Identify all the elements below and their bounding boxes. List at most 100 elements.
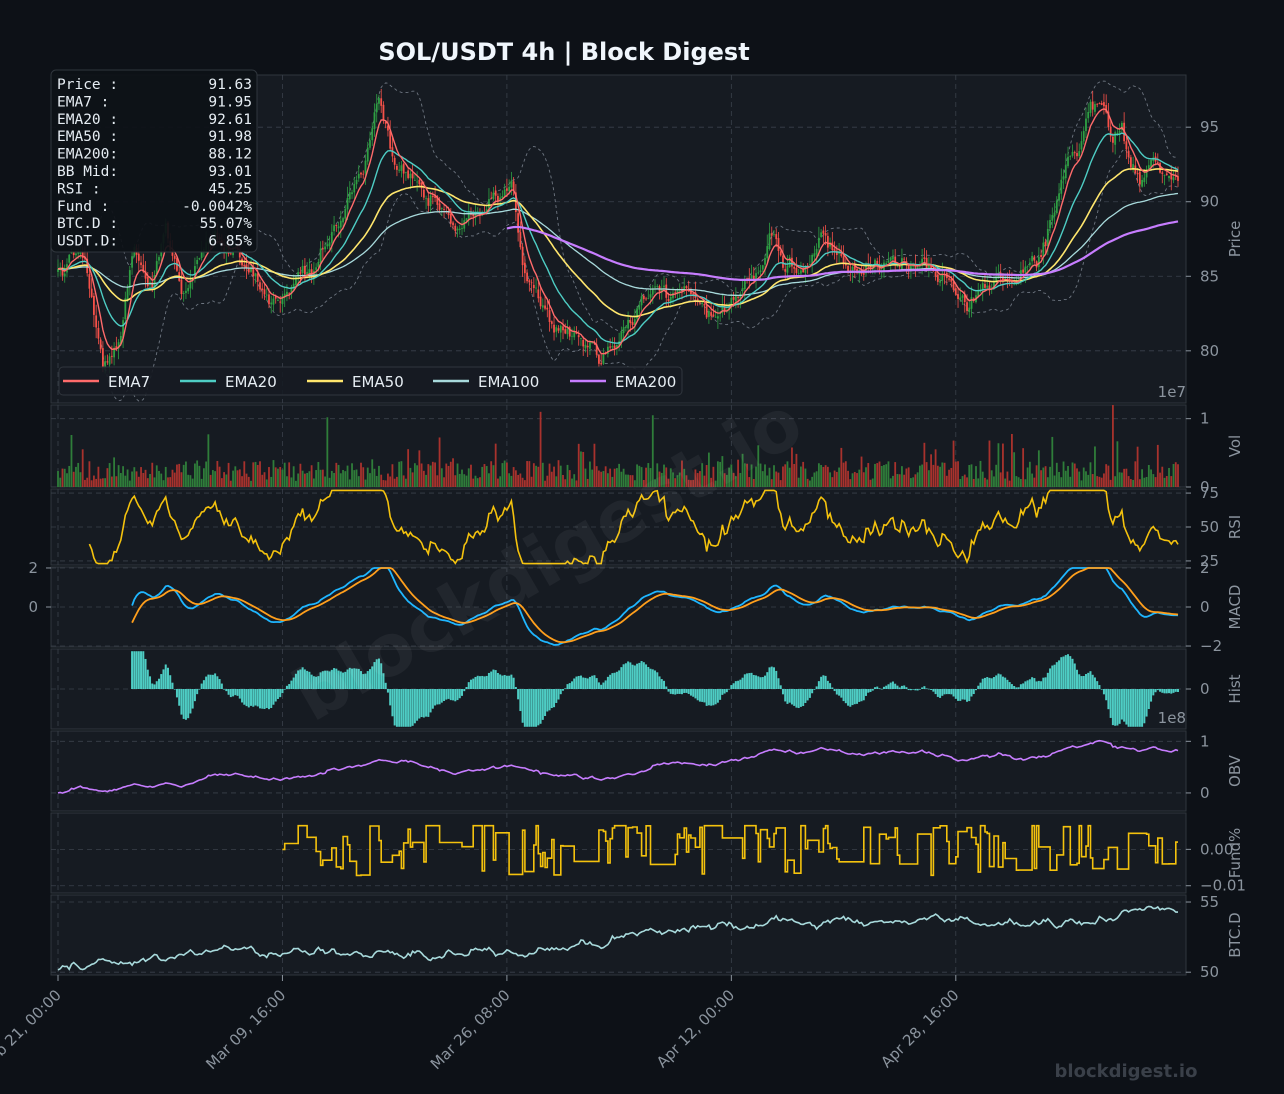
candle-body-262 (645, 298, 647, 300)
hist-bar-139 (368, 669, 371, 689)
candle-body-203 (512, 181, 515, 191)
candle-body-267 (656, 285, 659, 287)
info-value-4: 88.12 (208, 147, 252, 163)
candle-body-101 (283, 293, 286, 298)
hist-bar-151 (395, 689, 398, 727)
volume-bar-264 (649, 468, 652, 487)
panel-btcd-ytick-label-1: 55 (1200, 893, 1219, 911)
candle-body-291 (710, 312, 713, 316)
hist-bar-158 (411, 689, 414, 726)
volume-bar-251 (620, 471, 623, 487)
candle-body-481 (1136, 173, 1139, 175)
hist-bar-377 (903, 685, 906, 689)
candle-body-211 (530, 282, 533, 284)
panel-obv-frame (50, 730, 1187, 812)
hist-bar-232 (577, 675, 580, 689)
volume-bar-156 (407, 449, 410, 487)
candle-body-403 (961, 295, 964, 298)
candle-body-351 (844, 263, 847, 266)
candle-body-30 (124, 298, 127, 320)
info-label-7: Fund : (57, 199, 109, 215)
hist-bar-157 (409, 689, 412, 727)
candle-body-238 (591, 342, 594, 344)
candle-body-406 (968, 307, 971, 313)
hist-bar-378 (905, 687, 908, 689)
volume-bar-352 (847, 470, 849, 487)
hist-bar-164 (425, 689, 428, 717)
candle-body-143 (378, 98, 380, 104)
hist-bar-456 (1080, 676, 1083, 689)
candle-body-219 (548, 310, 551, 322)
panel-macd-ytick-label-2: 2 (1200, 559, 1210, 577)
candle-body-343 (826, 236, 829, 248)
hist-bar-204 (514, 686, 517, 689)
volume-bar-469 (1109, 479, 1112, 487)
volume-bar-134 (357, 476, 360, 487)
volume-bar-291 (710, 477, 713, 487)
volume-bar-115 (315, 470, 318, 487)
hist-bar-307 (746, 673, 749, 689)
candle-body-210 (528, 280, 531, 283)
hist-bar-208 (523, 689, 526, 727)
volume-bar-380 (910, 478, 912, 487)
volume-bar-52 (173, 472, 176, 487)
volume-bar-255 (629, 475, 632, 487)
volume-bar-364 (874, 463, 876, 487)
volume-bar-275 (674, 478, 677, 487)
volume-bar-489 (1154, 477, 1157, 487)
hist-bar-463 (1096, 681, 1099, 689)
candle-body-163 (422, 189, 425, 198)
panels-layer: 80 85 90 95 Price EMA7 EMA20 EMA50 EMA100 EMA200 P… (0, 69, 1246, 1073)
volume-bar-334 (806, 478, 809, 487)
hist-bar-465 (1100, 689, 1103, 690)
candle-body-336 (811, 254, 814, 266)
volume-bar-320 (775, 471, 778, 487)
volume-bar-323 (782, 466, 784, 487)
volume-bar-32 (128, 480, 131, 487)
candle-body-309 (750, 275, 753, 279)
candle-body-182 (465, 218, 468, 221)
volume-bar-193 (490, 461, 493, 487)
candle-body-439 (1042, 242, 1045, 257)
panel-price: 80 85 90 95 Price EMA7 EMA20 EMA50 EMA100 EMA200 P… (50, 69, 1244, 404)
volume-bar-425 (1011, 433, 1013, 487)
hist-bar-211 (530, 689, 533, 727)
candle-body-183 (467, 212, 470, 220)
hist-bar-362 (869, 689, 872, 692)
volume-bar-406 (968, 465, 971, 487)
candle-body-167 (431, 195, 434, 198)
hist-bar-468 (1107, 689, 1110, 710)
candle-body-385 (921, 258, 924, 264)
volume-bar-189 (481, 466, 484, 487)
candle-body-305 (741, 287, 744, 292)
hist-bar-107 (297, 670, 300, 689)
hist-bar-42 (151, 683, 154, 689)
panel-rsi-ytick-label-2: 75 (1200, 484, 1219, 502)
candle-body-255 (629, 320, 632, 324)
candle-body-435 (1033, 256, 1036, 261)
hist-bar-242 (600, 684, 603, 689)
volume-bar-155 (404, 478, 407, 487)
candle-body-476 (1125, 141, 1128, 150)
volume-bar-92 (263, 472, 266, 487)
candle-body-226 (564, 329, 567, 334)
volume-bar-460 (1089, 462, 1092, 487)
info-label-5: BB Mid: (57, 164, 118, 180)
volume-bar-389 (930, 454, 933, 487)
volume-bar-136 (362, 467, 365, 487)
hist-bar-320 (775, 670, 778, 689)
volume-bar-420 (999, 472, 1002, 487)
candle-body-282 (690, 291, 692, 295)
hist-bar-67 (207, 674, 210, 689)
candle-body-280 (685, 286, 688, 289)
hist-bar-235 (584, 677, 587, 689)
hist-bar-220 (550, 689, 553, 709)
volume-bar-105 (292, 466, 295, 487)
volume-bar-421 (1002, 443, 1004, 487)
volume-bar-493 (1163, 477, 1166, 487)
volume-bar-280 (685, 475, 688, 487)
candle-body-155 (404, 171, 407, 173)
volume-bar-224 (559, 465, 562, 487)
volume-bar-382 (914, 474, 917, 487)
volume-bar-221 (553, 466, 555, 487)
